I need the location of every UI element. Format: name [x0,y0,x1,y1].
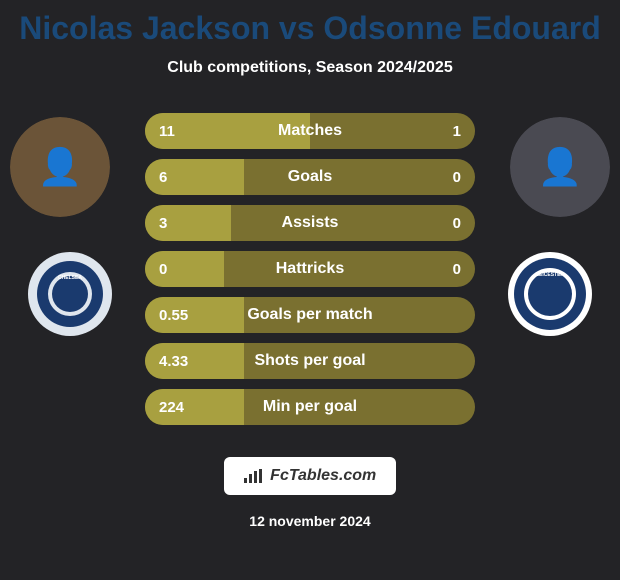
stat-value-left: 0.55 [159,307,188,324]
stat-label: Hattricks [276,260,344,278]
stat-value-left: 224 [159,399,184,416]
club-badge-right: LEICESTER [508,252,592,336]
stat-row: 11 Matches 1 [145,113,475,149]
stat-label: Min per goal [263,398,357,416]
stat-row: 4.33 Shots per goal [145,343,475,379]
content-area: 👤 👤 CHELSEA LEICESTER 11Matche [0,107,620,437]
stat-value-right: 1 [453,123,461,140]
stat-value-right: 0 [453,169,461,186]
stat-value-left: 3 [159,215,167,232]
player-avatar-right: 👤 [510,117,610,217]
stat-label: Assists [282,214,339,232]
stat-label: Matches [278,122,342,140]
avatar-placeholder-right: 👤 [510,117,610,217]
stat-label: Goals [288,168,332,186]
stat-value-right: 0 [453,261,461,278]
stats-area: 11 Matches 1 6 Goals 0 3 Assists 0 0 Hattricks 0 0.5… [145,107,475,425]
stat-row: 6 Goals 0 [145,159,475,195]
svg-text:LEICESTER: LEICESTER [536,272,564,278]
stat-label: Shots per goal [254,352,365,370]
stat-row: 3 Assists 0 [145,205,475,241]
comparison-container: Nicolas Jackson vs Odsonne Edouard Club … [0,0,620,580]
stat-label: Goals per match [247,306,372,324]
logo-box: FcTables.com [224,457,397,495]
stat-value-left: 4.33 [159,353,188,370]
avatar-placeholder-left: 👤 [10,117,110,217]
subtitle: Club competitions, Season 2024/2025 [0,59,620,77]
logo-text: FcTables.com [270,467,376,484]
stat-bar-fill [145,205,231,241]
stat-row: 0 Hattricks 0 [145,251,475,287]
player-avatar-left: 👤 [10,117,110,217]
stat-row: 224 Min per goal [145,389,475,425]
footer: FcTables.com 12 november 2024 [0,457,620,529]
page-title: Nicolas Jackson vs Odsonne Edouard [0,10,620,47]
stat-value-left: 0 [159,261,167,278]
svg-text:CHELSEA: CHELSEA [58,275,82,281]
stat-bar-fill [145,251,224,287]
stat-value-right: 0 [453,215,461,232]
stat-value-left: 11 [159,123,175,140]
stat-value-left: 6 [159,169,167,186]
date-text: 12 november 2024 [0,513,620,529]
club-badge-left: CHELSEA [28,252,112,336]
stat-row: 0.55 Goals per match [145,297,475,333]
